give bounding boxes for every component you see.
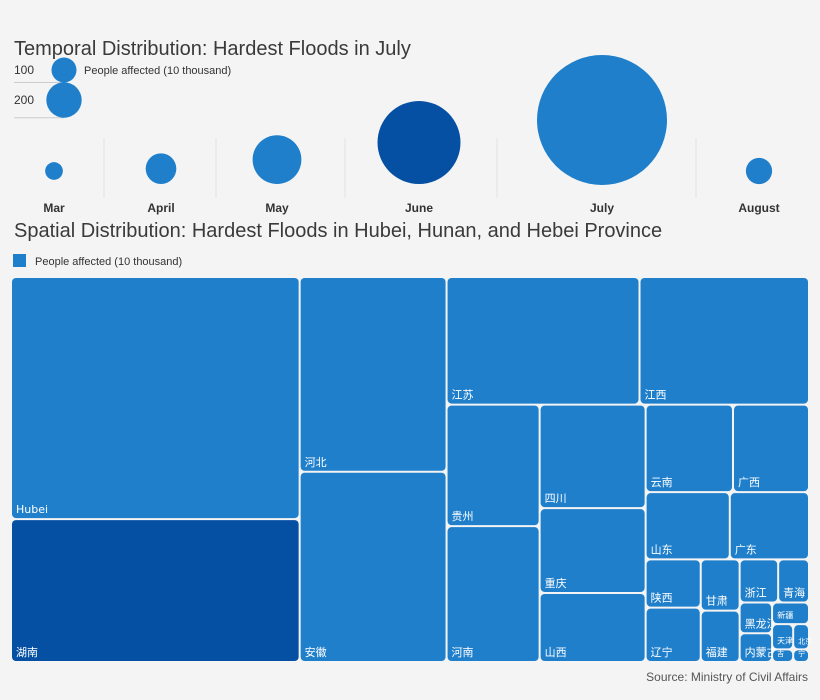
treemap-label: 北京 [798,636,812,645]
treemap-cell [300,278,446,471]
treemap-label: Hubei [16,503,48,516]
treemap-label: 云南 [651,476,673,489]
treemap-label: 福建 [706,645,728,659]
treemap-cell [540,593,645,661]
treemap-label: 内蒙古 [745,645,778,659]
source-note: Source: Ministry of Civil Affairs [646,670,808,684]
treemap-label: 山西 [545,646,567,659]
treemap-cell [773,625,793,649]
treemap-cell [740,603,772,633]
treemap-cell [734,405,808,492]
treemap-cell [12,278,299,519]
size-legend-value: 200 [14,93,34,107]
month-label: May [265,201,289,215]
treemap-cell [646,560,700,607]
treemap-cell [730,493,808,559]
treemap-label: 重庆 [545,576,567,590]
treemap-cell [794,625,808,649]
treemap-label: 浙江 [745,587,767,600]
treemap-label: 宁 [798,649,805,658]
treemap-legend-label: People affected (10 thousand) [35,256,182,268]
treemap-label: 青海 [783,586,805,600]
treemap-label: 广东 [735,543,757,556]
treemap-label: 黑龙江 [745,617,778,630]
treemap-cell [447,405,539,526]
treemap-cell [773,650,793,661]
month-label: July [590,201,614,215]
treemap-cell [646,608,700,661]
month-bubble [745,157,773,185]
treemap-label: 河南 [452,646,474,659]
treemap-label: 天津 [777,635,793,645]
treemap-cell [300,472,446,661]
treemap-label: 甘肃 [706,595,728,608]
treemap-cell [12,520,299,661]
treemap-cell [447,527,539,661]
temporal-chart-title: Temporal Distribution: Hardest Floods in… [14,38,411,60]
size-legend-value: 100 [14,63,34,77]
treemap-label: 贵州 [452,510,474,523]
treemap-cell [794,650,808,661]
spatial-chart-title: Spatial Distribution: Hardest Floods in … [14,220,663,242]
treemap-label: 四川 [545,492,567,505]
month-bubble [537,55,667,185]
treemap-label: 河北 [305,456,327,469]
month-label: April [147,201,174,215]
month-label: Mar [43,201,65,215]
treemap-cell [779,560,808,602]
size-legend-bubble [46,82,82,118]
month-bubble [145,153,177,184]
treemap-cell [447,278,639,404]
treemap-legend-swatch [13,254,26,267]
month-bubble [377,101,461,184]
treemap-label: 新疆 [777,610,793,620]
treemap-label: 广西 [738,476,760,489]
treemap-cell [640,278,808,404]
treemap-cell [646,405,733,492]
treemap-label: 江苏 [452,389,474,402]
treemap-cell [540,509,645,592]
treemap-label: 湖南 [16,646,38,659]
month-label: August [738,201,779,215]
treemap-cell [701,611,739,661]
month-bubble [45,162,63,180]
month-bubble [252,135,302,184]
treemap-label: 吉 [777,650,784,658]
treemap-label: 辽宁 [651,645,673,659]
treemap-cell [540,405,645,508]
treemap-cell [646,493,729,559]
size-legend-label: People affected (10 thousand) [84,65,231,77]
treemap-cell [701,560,739,610]
treemap-label: 陕西 [651,591,673,605]
treemap-label: 江西 [645,389,667,402]
month-label: June [405,201,433,215]
size-legend-bubble [51,57,77,83]
treemap-cell [773,603,808,624]
treemap-cell [740,634,772,661]
treemap-label: 安徽 [305,645,327,659]
treemap-label: 山东 [651,543,673,556]
treemap-cell [740,560,778,602]
